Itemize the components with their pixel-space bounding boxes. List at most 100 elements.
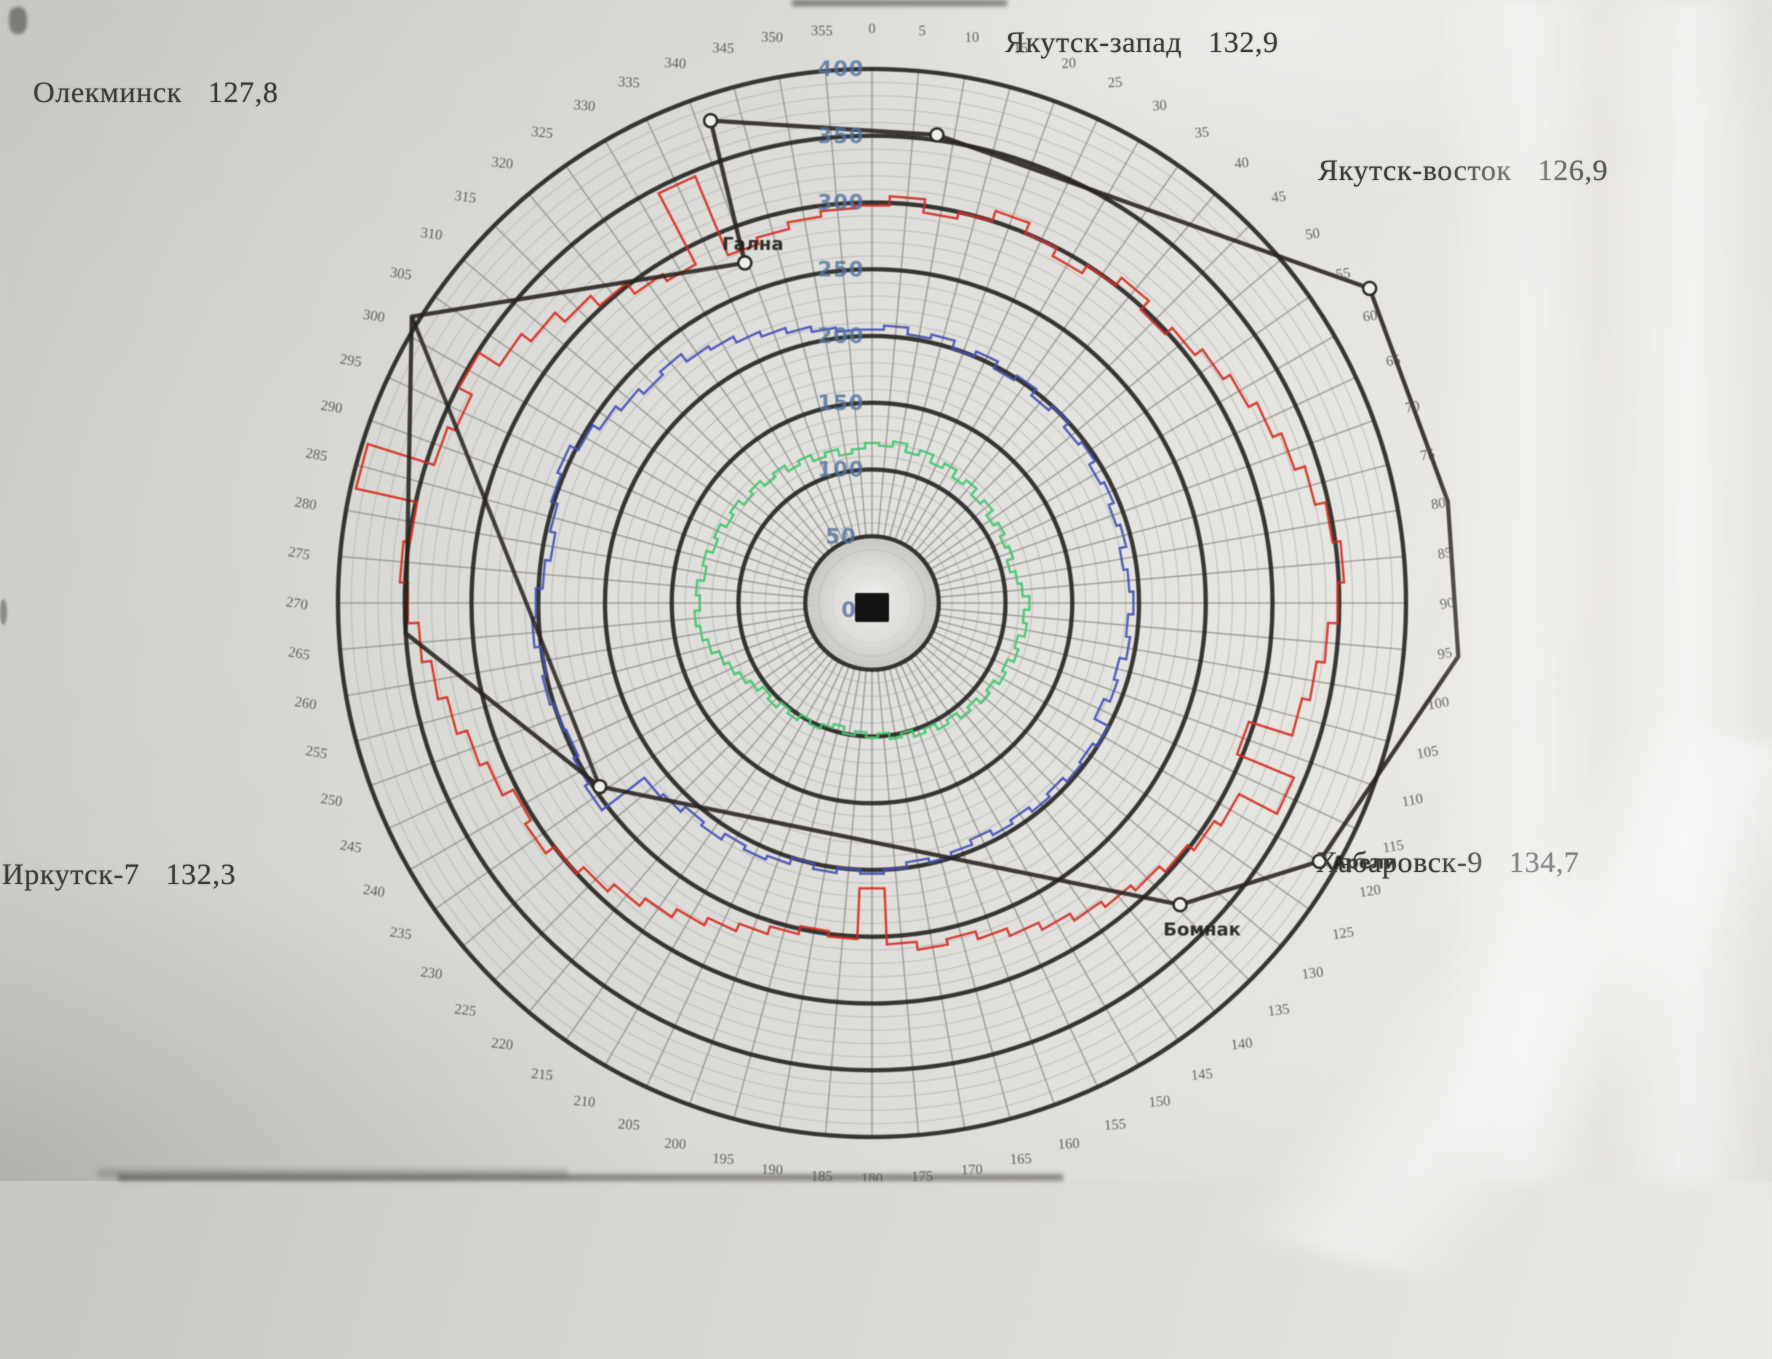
station-name: Якутск-восток xyxy=(1318,154,1512,187)
degree-label: 345 xyxy=(712,40,734,57)
degree-label: 250 xyxy=(319,791,343,810)
degree-label: 225 xyxy=(454,1001,478,1020)
route-point-label: Гална xyxy=(722,234,783,255)
degree-label: 40 xyxy=(1234,155,1250,173)
degree-label: 205 xyxy=(617,1116,640,1134)
radius-tick-label: 200 xyxy=(818,324,865,348)
degree-label: 285 xyxy=(304,445,328,464)
station-name: Якутск-запад xyxy=(1005,26,1183,59)
degree-label: 305 xyxy=(389,265,413,284)
degree-label: 55 xyxy=(1335,265,1352,283)
radius-tick-labels: 400 350 300 250 200 150 100 50 0 xyxy=(818,57,865,622)
station-name: Олекминск xyxy=(33,76,182,109)
degree-label: 160 xyxy=(1057,1136,1080,1153)
station-label-irkutsk: Иркутск-7 132,3 xyxy=(2,858,236,892)
degree-label: 35 xyxy=(1194,124,1210,141)
degree-label: 120 xyxy=(1358,882,1382,901)
degree-label: 60 xyxy=(1362,307,1379,325)
degree-label: 320 xyxy=(491,154,514,172)
radius-tick-label: 400 xyxy=(818,57,865,81)
degree-label: 165 xyxy=(1010,1151,1032,1168)
degree-label: 335 xyxy=(617,74,640,92)
degree-label: 95 xyxy=(1436,645,1453,663)
degree-label: 235 xyxy=(389,924,413,943)
degree-label: 310 xyxy=(420,225,444,244)
route-point-marker xyxy=(1361,280,1378,297)
degree-label: 145 xyxy=(1190,1066,1213,1084)
radius-tick-label: 50 xyxy=(825,524,856,548)
route-point-label: Бомнак xyxy=(1163,920,1241,941)
station-label-yakutsk-zapad: Якутск-запад 132,9 xyxy=(1005,26,1279,60)
degree-label: 215 xyxy=(530,1066,553,1084)
degree-label: 0 xyxy=(868,21,875,37)
station-name: Хабаровск-9 xyxy=(1316,846,1484,879)
route-point-marker xyxy=(737,255,753,271)
degree-label: 210 xyxy=(573,1093,596,1111)
degree-label: 105 xyxy=(1416,743,1440,762)
degree-label: 280 xyxy=(293,494,317,513)
degree-label: 75 xyxy=(1419,446,1436,464)
radius-tick-label: 0 xyxy=(841,598,857,622)
degree-label: 330 xyxy=(573,97,596,115)
degree-label: 30 xyxy=(1152,97,1168,114)
trace-outer-red xyxy=(354,174,1346,952)
degree-label: 80 xyxy=(1430,495,1447,513)
degree-label: 245 xyxy=(339,837,363,856)
traces xyxy=(354,174,1346,952)
degree-label: 5 xyxy=(918,23,926,39)
station-name: Иркутск-7 xyxy=(2,858,140,891)
degree-label: 230 xyxy=(420,964,444,983)
station-value: 132,9 xyxy=(1208,26,1279,59)
degree-label: 130 xyxy=(1301,964,1325,983)
degree-label: 200 xyxy=(664,1136,687,1153)
degree-label: 270 xyxy=(285,594,309,614)
corner-speck xyxy=(9,7,27,34)
station-value: 127,8 xyxy=(207,76,279,109)
degree-label: 255 xyxy=(304,743,328,762)
degree-label: 25 xyxy=(1107,74,1123,91)
degree-label: 155 xyxy=(1104,1116,1127,1134)
degree-label: 100 xyxy=(1426,694,1450,713)
route-outline xyxy=(403,118,1461,907)
station-value: 134,7 xyxy=(1509,846,1580,879)
degree-label: 350 xyxy=(761,29,783,46)
degree-label: 295 xyxy=(339,351,363,370)
bottom-page-edge xyxy=(118,1174,1063,1181)
degree-label: 300 xyxy=(362,307,386,326)
center-square xyxy=(855,593,889,622)
degree-label: 10 xyxy=(964,30,979,46)
degree-label: 15 xyxy=(1013,40,1028,57)
radius-tick-label: 350 xyxy=(818,124,865,148)
degree-label: 135 xyxy=(1267,1001,1291,1020)
route-point-marker xyxy=(592,778,608,795)
degree-label: 140 xyxy=(1230,1035,1253,1053)
degree-label: 70 xyxy=(1404,398,1421,416)
degree-label: 45 xyxy=(1271,189,1287,207)
station-label-yakutsk-vostok: Якутск-восток 126,9 xyxy=(1318,154,1608,188)
degree-label: 85 xyxy=(1436,545,1453,563)
route-point-marker xyxy=(1172,896,1188,913)
degree-label: 260 xyxy=(293,694,317,713)
degree-label: 150 xyxy=(1148,1093,1171,1111)
route-extra-edge xyxy=(409,315,602,788)
bottom-cutoff-text-smudge xyxy=(98,1169,568,1178)
trace-inner-green xyxy=(693,440,1031,741)
degree-label: 315 xyxy=(454,188,478,207)
degree-label: 90 xyxy=(1439,595,1456,613)
degree-label: 125 xyxy=(1331,924,1355,943)
degree-label: 110 xyxy=(1401,791,1425,810)
top-edge-smudge xyxy=(792,0,1007,6)
left-edge-speck xyxy=(0,599,7,625)
degree-label: 65 xyxy=(1385,352,1402,370)
station-value: 132,3 xyxy=(165,858,237,891)
radius-tick-label: 250 xyxy=(818,257,865,281)
station-value: 126,9 xyxy=(1537,154,1609,187)
degree-label: 265 xyxy=(287,644,311,664)
degree-label: 240 xyxy=(362,882,386,901)
degree-label: 20 xyxy=(1061,55,1076,72)
trace-middle-blue xyxy=(530,324,1135,875)
degree-label: 340 xyxy=(664,55,687,72)
degree-label: 355 xyxy=(811,23,833,39)
route-point-marker xyxy=(929,127,945,143)
